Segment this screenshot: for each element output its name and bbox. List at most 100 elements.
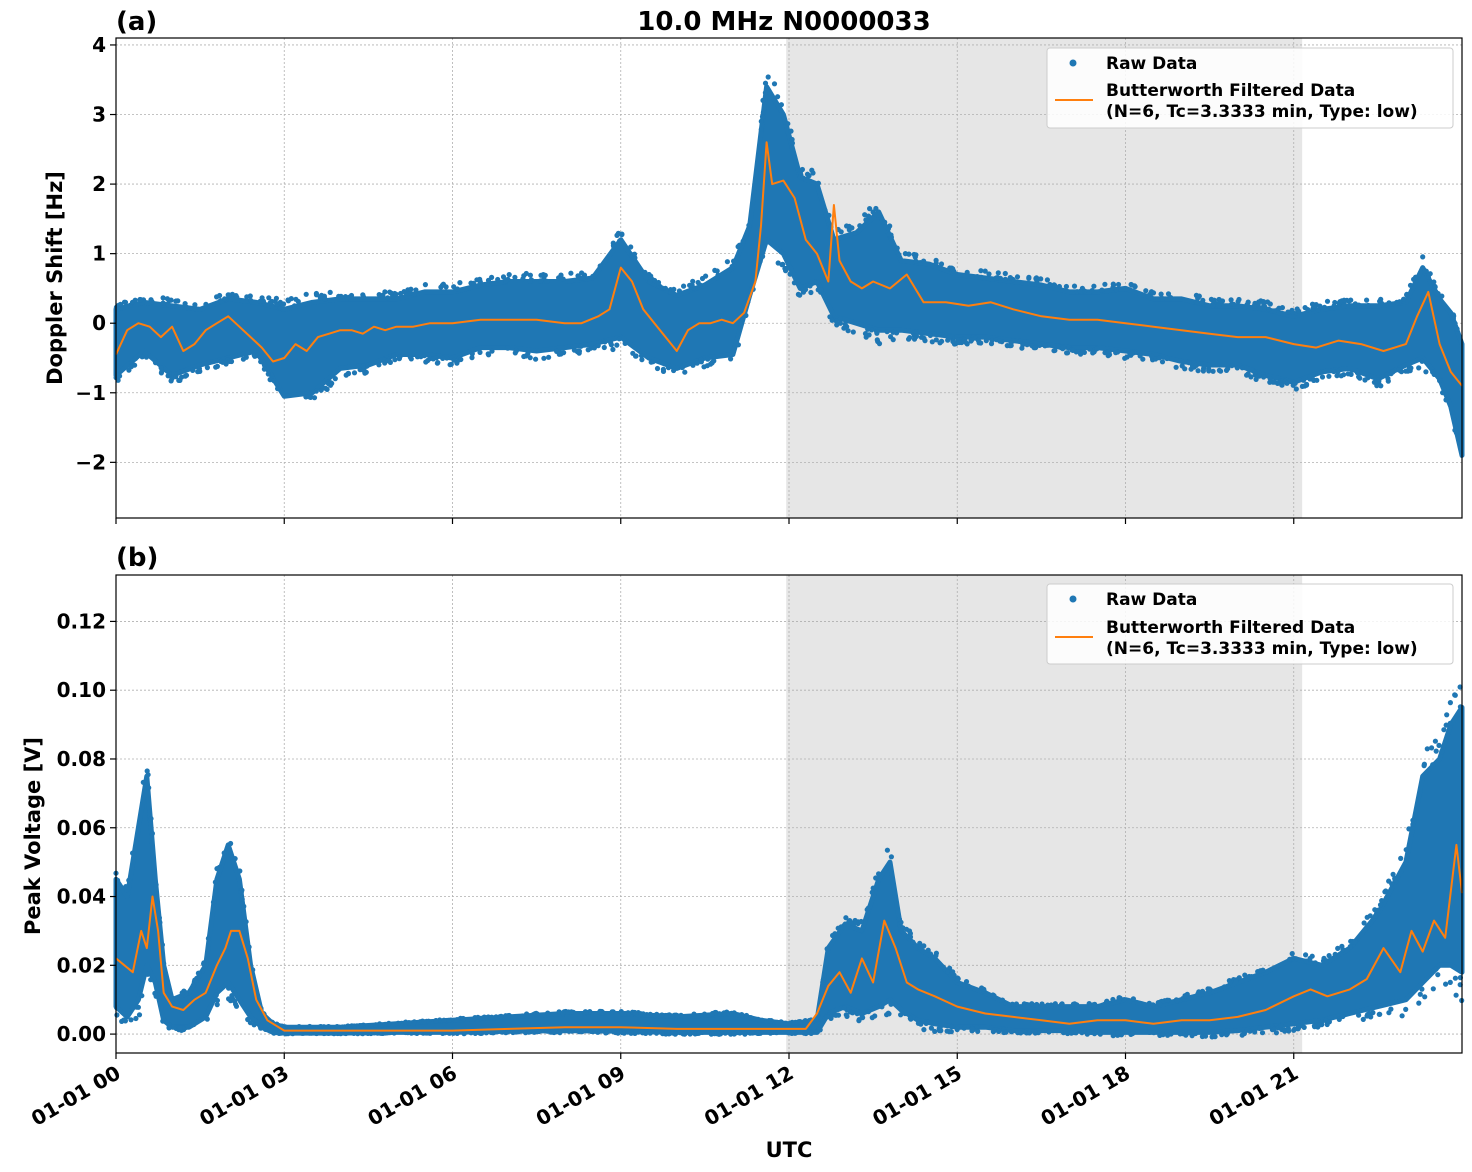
doppler-raw-point (822, 207, 828, 213)
doppler-raw-point (614, 342, 620, 348)
doppler-raw-point (139, 354, 145, 360)
doppler-raw-point (724, 259, 731, 265)
voltage-raw-point (774, 1019, 780, 1025)
doppler-raw-point (873, 205, 879, 212)
doppler-raw-point (1032, 345, 1038, 351)
voltage-raw-point (306, 1030, 313, 1036)
voltage-raw-point (938, 1028, 944, 1034)
doppler-raw-point (397, 354, 403, 360)
doppler-raw-point (1284, 380, 1290, 386)
voltage-raw-point (869, 889, 875, 896)
doppler-raw-point (807, 283, 813, 289)
doppler-raw-point (652, 277, 658, 284)
doppler-raw-point (997, 338, 1003, 344)
voltage-raw-point (1104, 998, 1110, 1004)
doppler-raw-point (1047, 281, 1053, 288)
voltage-raw-point (526, 1029, 532, 1035)
doppler-raw-point (1260, 299, 1267, 305)
doppler-y-tick-label-0: 4 (92, 33, 106, 57)
doppler-raw-point (261, 366, 267, 372)
doppler-raw-point (571, 347, 578, 353)
doppler-raw-point (785, 121, 791, 127)
doppler-raw-point (1432, 284, 1438, 290)
doppler-raw-point (1105, 353, 1111, 359)
doppler-raw-point (818, 287, 824, 293)
doppler-raw-point (401, 289, 407, 295)
doppler-raw-point (647, 279, 653, 285)
voltage-raw-point (1199, 988, 1206, 995)
doppler-raw-point (469, 351, 475, 357)
voltage-raw-point (1443, 981, 1449, 987)
voltage-raw-point (1441, 727, 1447, 733)
doppler-raw-point (1194, 299, 1200, 305)
voltage-raw-point (493, 1014, 499, 1020)
voltage-raw-point (382, 1021, 388, 1027)
doppler-raw-point (1338, 373, 1344, 379)
doppler-raw-point (1063, 283, 1069, 290)
voltage-raw-point (245, 1016, 251, 1023)
voltage-raw-point (1364, 1013, 1370, 1019)
doppler-raw-point (760, 109, 767, 115)
voltage-raw-point (1271, 1026, 1277, 1032)
voltage-raw-point (668, 1013, 675, 1019)
doppler-raw-point (234, 294, 240, 300)
voltage-raw-point (736, 1029, 742, 1035)
voltage-legend-raw-marker (1069, 595, 1077, 603)
doppler-raw-point (542, 272, 548, 278)
doppler-raw-point (771, 81, 778, 87)
doppler-raw-point (962, 339, 969, 345)
voltage-raw-point (358, 1023, 365, 1029)
doppler-raw-point (1033, 275, 1039, 282)
voltage-raw-point (570, 1009, 577, 1016)
doppler-raw-point (168, 378, 174, 384)
voltage-raw-point (1211, 1033, 1217, 1039)
voltage-raw-point (214, 866, 220, 872)
voltage-legend-filtered-label-2: (N=6, Tc=3.3333 min, Type: low) (1106, 639, 1418, 659)
voltage-raw-point (1444, 712, 1450, 718)
doppler-raw-point (226, 292, 232, 298)
doppler-raw-point (1036, 342, 1043, 348)
doppler-raw-point (729, 263, 735, 270)
doppler-raw-point (762, 90, 769, 96)
doppler-raw-point (937, 340, 943, 346)
voltage-raw-point (808, 1030, 814, 1036)
doppler-raw-points (113, 74, 1460, 436)
doppler-raw-point (578, 343, 584, 349)
doppler-raw-point (332, 376, 338, 382)
voltage-raw-point (226, 996, 232, 1002)
doppler-raw-point (797, 292, 803, 298)
voltage-raw-point (307, 1023, 313, 1030)
voltage-raw-point (1443, 722, 1449, 728)
voltage-raw-point (1052, 1001, 1058, 1007)
doppler-raw-point (610, 346, 616, 353)
doppler-raw-point (671, 367, 677, 374)
voltage-raw-point (1003, 1029, 1009, 1035)
voltage-raw-point (395, 1020, 401, 1026)
doppler-raw-point (1384, 371, 1390, 378)
doppler-raw-point (789, 140, 796, 146)
voltage-raw-point (1059, 1001, 1065, 1007)
voltage-raw-point (1150, 1002, 1156, 1008)
doppler-raw-point (1416, 365, 1422, 371)
voltage-raw-point (1009, 1001, 1016, 1007)
doppler-raw-point (457, 280, 463, 286)
doppler-raw-point (890, 329, 896, 335)
doppler-raw-point (1450, 315, 1456, 321)
doppler-raw-point (918, 334, 925, 340)
doppler-raw-point (1244, 303, 1250, 309)
voltage-raw-point (157, 919, 163, 926)
doppler-raw-point (1149, 353, 1155, 359)
doppler-raw-point (160, 300, 166, 306)
doppler-raw-point (665, 365, 672, 371)
voltage-raw-point (153, 882, 159, 888)
voltage-raw-point (1335, 945, 1341, 952)
voltage-raw-point (325, 1024, 331, 1030)
doppler-raw-point (132, 355, 139, 362)
voltage-raw-point (768, 1018, 774, 1024)
voltage-raw-point (214, 1002, 220, 1008)
voltage-raw-point (625, 1010, 631, 1016)
voltage-raw-point (879, 1004, 885, 1010)
doppler-raw-point (804, 171, 811, 177)
doppler-raw-point (527, 355, 533, 361)
